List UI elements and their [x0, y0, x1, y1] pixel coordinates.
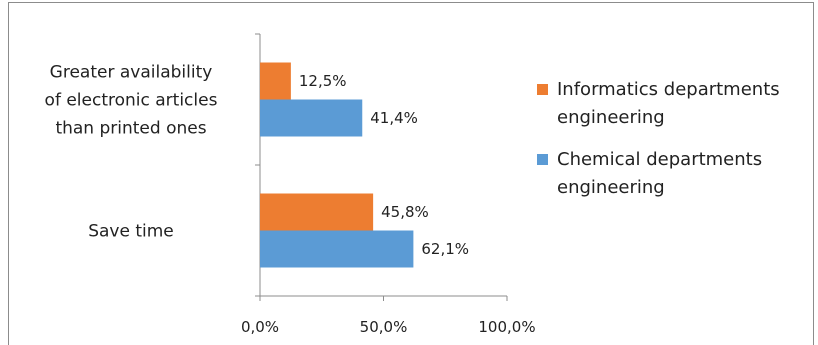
- chart-labels: 0,0% 50,0% 100,0% Greater availability of el…: [45, 63, 536, 337]
- legend-label: Informatics departments engineering: [557, 79, 780, 128]
- data-label: 62,1%: [421, 240, 469, 258]
- legend-swatch: [537, 84, 548, 95]
- chart-frame: [8, 2, 814, 345]
- x-tick-label: 0,0%: [241, 318, 279, 336]
- bar: [260, 99, 363, 137]
- legend-label: Chemical departments engineering: [557, 149, 762, 198]
- data-label: 41,4%: [370, 109, 418, 127]
- category-label: Greater availability of electronic articl…: [45, 63, 218, 139]
- category-label: Save time: [88, 222, 174, 242]
- chart-bars: [260, 62, 414, 268]
- chart-legend: Informatics departments engineering Chemic…: [537, 79, 780, 198]
- data-label: 12,5%: [299, 72, 347, 90]
- x-tick-label: 50,0%: [360, 318, 408, 336]
- bar: [260, 193, 374, 231]
- legend-swatch: [537, 154, 548, 165]
- bar: [260, 230, 414, 268]
- bar: [260, 62, 291, 100]
- x-tick-label: 100,0%: [478, 318, 535, 336]
- data-label: 45,8%: [381, 203, 429, 221]
